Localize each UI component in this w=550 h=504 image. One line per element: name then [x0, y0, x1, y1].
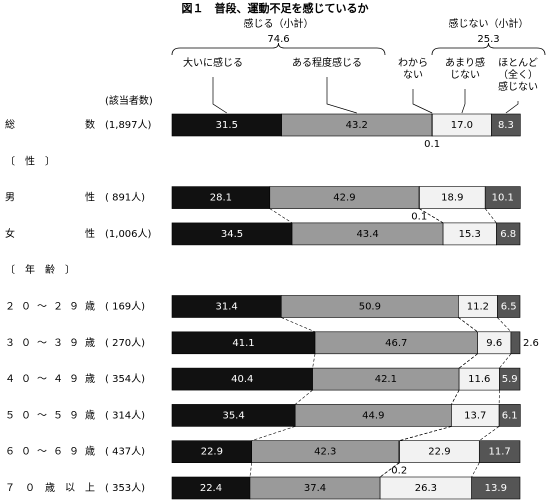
value-label: 9.6	[486, 338, 502, 349]
connector	[485, 209, 496, 223]
bar-segment	[511, 332, 520, 354]
connector	[458, 318, 477, 332]
legend-label: わからない	[398, 57, 428, 81]
group-label: 感じない（小計）	[449, 17, 529, 30]
count-label: ( 437人)	[105, 446, 145, 458]
category-label: ６０～６９歳	[5, 446, 95, 458]
value-label: 43.2	[346, 120, 368, 131]
value-label: 41.1	[232, 338, 254, 349]
value-label: 35.4	[222, 410, 244, 421]
connector	[252, 426, 295, 440]
count-header: (該当者数)	[105, 94, 153, 107]
brace	[172, 43, 385, 55]
value-label: 40.4	[231, 374, 253, 385]
value-label: 13.9	[485, 483, 507, 494]
count-label: ( 891人)	[105, 192, 145, 204]
value-label: 22.9	[428, 447, 450, 458]
value-label: 22.9	[201, 447, 223, 458]
value-label: 11.6	[468, 374, 490, 385]
legend-label: あまり感じない	[445, 56, 485, 81]
count-label: ( 354人)	[105, 373, 145, 385]
value-label: 43.4	[356, 229, 378, 240]
legend-label: ほとんど（全く）感じない	[498, 57, 538, 93]
category-label: ５０～５９歳	[5, 409, 95, 421]
category-label: 女性	[5, 227, 95, 240]
group-label: 感じる（小計）	[244, 17, 314, 30]
connector	[295, 390, 312, 404]
value-label: 5.9	[502, 374, 518, 385]
count-label: ( 270人)	[105, 337, 145, 349]
value-label: 28.1	[210, 193, 232, 204]
value-label: 42.1	[375, 374, 397, 385]
value-label: 42.9	[333, 193, 355, 204]
value-label: 0.1	[411, 212, 427, 223]
count-label: ( 314人)	[105, 409, 145, 421]
value-label: 26.3	[415, 483, 437, 494]
category-label: ２０～２９歳	[5, 301, 95, 313]
category-label: ３０～３９歳	[5, 337, 95, 349]
value-label: 50.9	[359, 302, 381, 313]
leader-line	[506, 101, 518, 113]
brace	[432, 43, 545, 55]
value-label: 31.5	[216, 120, 238, 131]
connector	[472, 463, 480, 477]
value-label: 17.0	[451, 120, 473, 131]
value-label: 44.9	[362, 410, 384, 421]
value-label: 6.8	[500, 229, 516, 240]
value-label: 46.7	[385, 338, 407, 349]
count-label: (1,006人)	[105, 228, 152, 240]
value-label: 0.1	[424, 139, 440, 150]
connector	[281, 318, 315, 332]
value-label: 13.7	[464, 410, 486, 421]
value-label: 34.5	[221, 229, 243, 240]
category-label: 総数	[5, 118, 95, 131]
value-label: 2.6	[523, 338, 539, 349]
leader-line	[462, 89, 465, 113]
connector	[270, 209, 292, 223]
value-label: 15.3	[459, 229, 481, 240]
connector	[479, 426, 499, 440]
category-label: ４０～４９歳	[5, 373, 95, 385]
connector	[250, 463, 252, 477]
value-label: 10.1	[492, 193, 514, 204]
section-label: 〔 年 齢 〕	[5, 263, 75, 276]
legend-label: 大いに感じる	[183, 56, 243, 69]
value-label: 6.1	[502, 410, 518, 421]
value-label: 11.2	[467, 302, 489, 313]
connector	[499, 354, 510, 368]
count-label: ( 169人)	[105, 301, 145, 313]
value-label: 31.4	[216, 302, 238, 313]
value-label: 18.9	[441, 193, 463, 204]
leader-line	[413, 89, 432, 113]
category-label: ７０歳以上	[5, 482, 95, 494]
connector	[400, 426, 452, 440]
connector	[313, 354, 315, 368]
value-label: 8.3	[498, 120, 514, 131]
value-label: 22.4	[200, 483, 222, 494]
connector	[497, 318, 511, 332]
value-label: 6.5	[501, 302, 517, 313]
leader-line	[327, 77, 357, 113]
value-label: 11.7	[489, 447, 511, 458]
connector	[459, 354, 477, 368]
connector	[451, 390, 459, 404]
legend-label: ある程度感じる	[292, 56, 362, 69]
leader-line	[213, 77, 227, 113]
value-label: 42.3	[314, 447, 336, 458]
count-label: ( 353人)	[105, 482, 145, 494]
section-label: 〔 性 〕	[5, 154, 55, 167]
count-label: (1,897人)	[105, 119, 152, 131]
chart-title: 図１ 普段、運動不足を感じているか	[182, 1, 369, 15]
value-label: 37.4	[304, 483, 326, 494]
category-label: 男性	[5, 191, 95, 204]
